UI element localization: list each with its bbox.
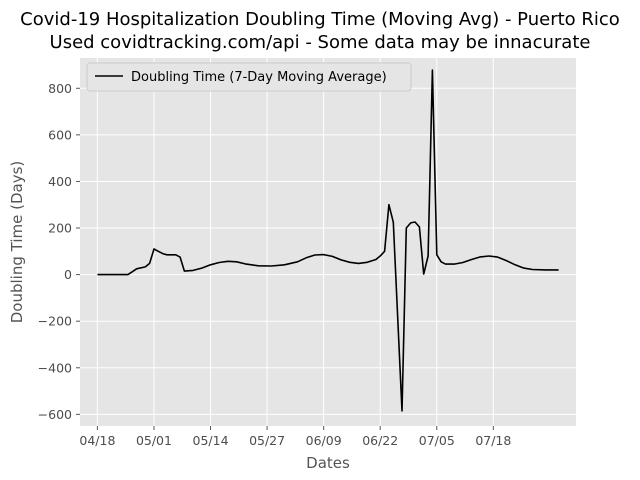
y-axis-ticks: −600 −400 −200 0 200 400 600 800 [38,81,80,422]
y-tick-label: −400 [38,360,72,375]
y-tick-label: 400 [48,174,72,189]
series-layer [97,69,559,412]
y-tick-label: 600 [48,127,72,142]
x-tick-label: 05/27 [249,433,285,448]
y-tick-label: 800 [48,81,72,96]
x-tick-label: 05/01 [136,433,172,448]
y-tick-label: −600 [38,407,72,422]
y-tick-label: −200 [38,314,72,329]
x-tick-label: 04/18 [79,433,115,448]
y-tick-label: 0 [64,267,72,282]
legend-label: Doubling Time (7-Day Moving Average) [131,70,387,85]
chart-title: Covid-19 Hospitalization Doubling Time (… [20,9,620,30]
legend-box [86,62,412,92]
x-tick-label: 07/18 [475,433,511,448]
y-tick-label: 200 [48,221,72,236]
x-tick-label: 06/22 [362,433,398,448]
legend: Doubling Time (7-Day Moving Average) [86,62,412,92]
y-axis-label: Doubling Time (Days) [8,161,26,324]
x-axis-ticks: 04/18 05/01 05/14 05/27 06/09 06/22 07/05 07/18 [79,426,511,448]
chart-subtitle: Used covidtracking.com/api - Some data m… [49,32,591,53]
x-tick-label: 06/09 [306,433,342,448]
x-tick-label: 05/14 [193,433,229,448]
series-line [97,69,559,412]
x-axis-label: Dates [306,454,350,472]
x-tick-label: 07/05 [419,433,455,448]
